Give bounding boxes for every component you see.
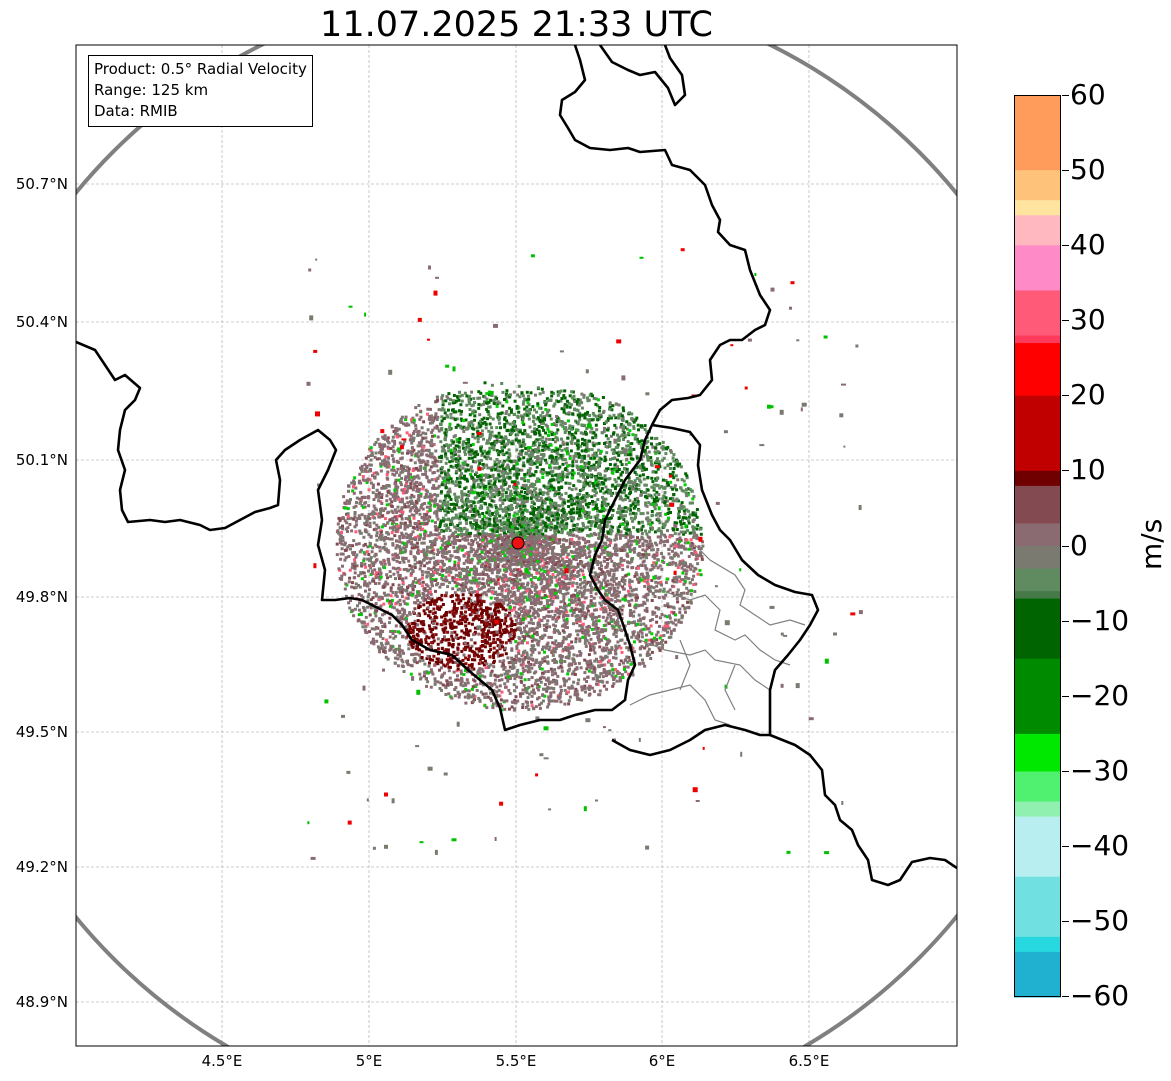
- colorbar-tick: [1062, 996, 1069, 997]
- colorbar-segment: [1014, 816, 1061, 878]
- colorbar: [1014, 95, 1061, 997]
- colorbar-segment: [1014, 523, 1061, 547]
- colorbar-tick: [1062, 320, 1069, 321]
- colorbar-label: 30: [1070, 303, 1106, 336]
- colorbar-segment: [1014, 568, 1061, 592]
- colorbar-segment: [1014, 546, 1061, 570]
- colorbar-segment: [1014, 95, 1061, 171]
- colorbar-segment: [1014, 951, 1061, 998]
- lon-tick-label: 5°E: [355, 1052, 383, 1070]
- lat-tick-label: 49.5°N: [15, 723, 68, 741]
- lon-tick-label: 4.5°E: [201, 1052, 243, 1070]
- colorbar-segment: [1014, 395, 1061, 472]
- colorbar-segment: [1014, 936, 1061, 953]
- colorbar-tick: [1062, 696, 1069, 697]
- lon-tick-label: 6°E: [648, 1052, 676, 1070]
- colorbar-segment: [1014, 200, 1061, 216]
- lat-tick-label: 50.7°N: [15, 175, 68, 193]
- colorbar-segment: [1014, 245, 1061, 291]
- colorbar-segment: [1014, 733, 1061, 772]
- map-title: 11.07.2025 21:33 UTC: [320, 5, 713, 45]
- colorbar-tick: [1062, 621, 1069, 622]
- colorbar-tick: [1062, 470, 1069, 471]
- colorbar-segment: [1014, 290, 1061, 337]
- lat-tick-label: 48.9°N: [15, 993, 68, 1011]
- lat-tick-label: 49.2°N: [15, 858, 68, 876]
- colorbar-segment: [1014, 771, 1061, 803]
- data-source-label: Data: RMIB: [94, 102, 178, 120]
- region-borders: [629, 544, 806, 726]
- colorbar-label: −60: [1070, 979, 1130, 1012]
- colorbar-segment: [1014, 170, 1061, 201]
- colorbar-segment: [1014, 335, 1061, 344]
- colorbar-label: −50: [1070, 904, 1130, 937]
- colorbar-unit-label: m/s: [1135, 518, 1168, 570]
- colorbar-segment: [1014, 470, 1061, 487]
- lon-tick-label: 5.5°E: [495, 1052, 537, 1070]
- colorbar-segment: [1014, 801, 1061, 818]
- colorbar-segment: [1014, 658, 1061, 735]
- colorbar-tick: [1062, 921, 1069, 922]
- colorbar-label: −30: [1070, 754, 1130, 787]
- colorbar-label: −40: [1070, 829, 1130, 862]
- lon-tick-label: 6.5°E: [788, 1052, 830, 1070]
- colorbar-tick: [1062, 846, 1069, 847]
- colorbar-segment: [1014, 876, 1061, 938]
- lat-tick-label: 49.8°N: [15, 588, 68, 606]
- colorbar-label: 20: [1070, 378, 1106, 411]
- colorbar-gradient: [1014, 95, 1061, 998]
- colorbar-tick: [1062, 170, 1069, 171]
- colorbar-tick: [1062, 771, 1069, 772]
- colorbar-label: 10: [1070, 453, 1106, 486]
- colorbar-label: 0: [1070, 529, 1088, 562]
- colorbar-segment: [1014, 485, 1061, 524]
- map-frame: [75, 44, 958, 1047]
- country-borders: [76, 45, 957, 887]
- colorbar-segment: [1014, 598, 1061, 660]
- range-label: Range: 125 km: [94, 81, 209, 99]
- colorbar-tick: [1062, 245, 1069, 246]
- colorbar-tick: [1062, 546, 1069, 547]
- colorbar-label: 40: [1070, 228, 1106, 261]
- colorbar-label: 60: [1070, 78, 1106, 111]
- radar-site-marker[interactable]: [511, 536, 525, 550]
- lat-tick-label: 50.4°N: [15, 313, 68, 331]
- colorbar-label: −20: [1070, 679, 1130, 712]
- product-label: Product: 0.5° Radial Velocity: [94, 60, 307, 78]
- radar-velocity-echoes: [306, 248, 863, 860]
- colorbar-tick: [1062, 395, 1069, 396]
- colorbar-label: −10: [1070, 604, 1130, 637]
- colorbar-segment: [1014, 591, 1061, 600]
- lat-tick-label: 50.1°N: [15, 451, 68, 469]
- colorbar-segment: [1014, 343, 1061, 397]
- colorbar-tick: [1062, 95, 1069, 96]
- colorbar-segment: [1014, 215, 1061, 246]
- colorbar-label: 50: [1070, 153, 1106, 186]
- product-info-box: Product: 0.5° Radial Velocity Range: 125…: [88, 55, 313, 127]
